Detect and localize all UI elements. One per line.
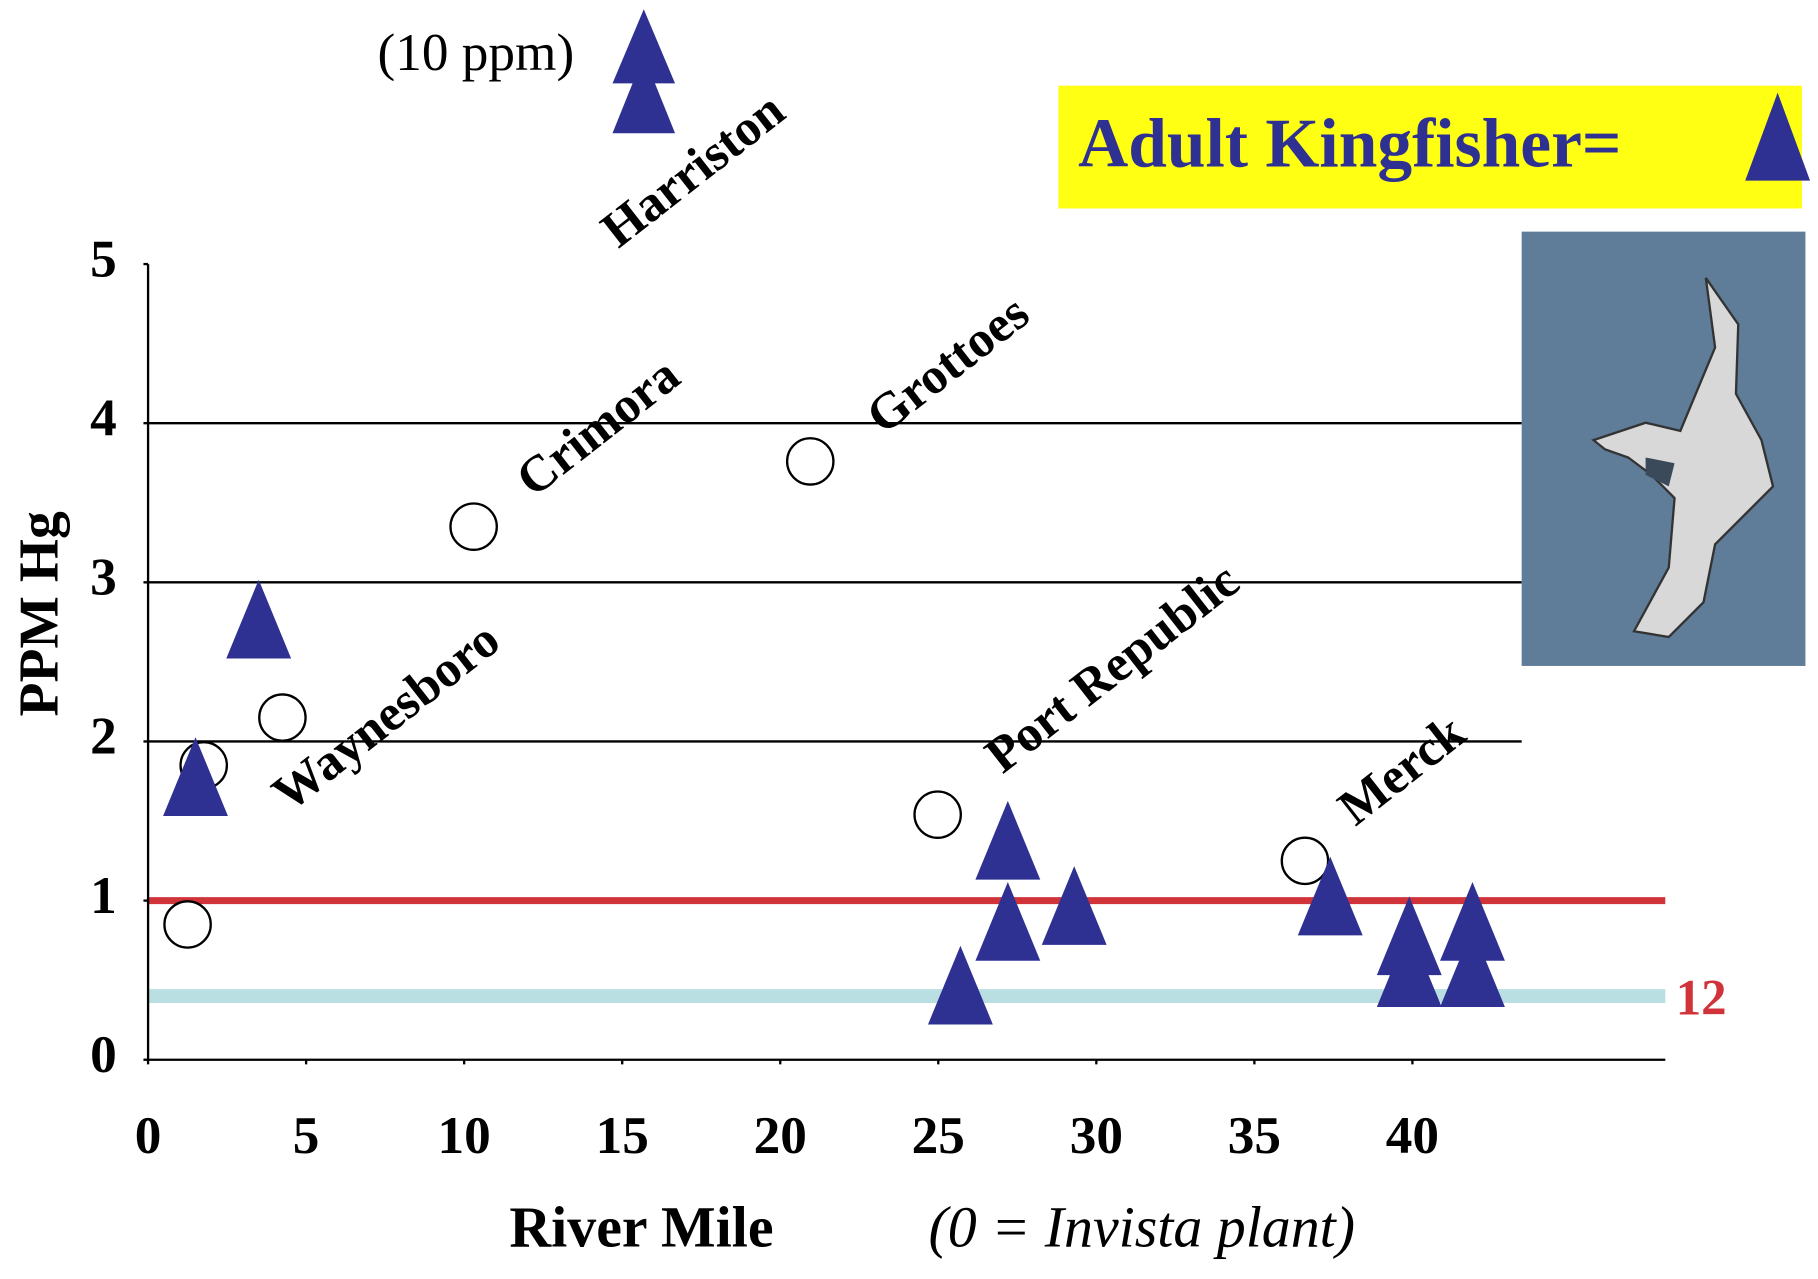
data-point xyxy=(226,580,291,659)
data-point xyxy=(164,901,210,947)
site-label: Crimora xyxy=(506,347,690,508)
y-tick-label: 2 xyxy=(90,707,117,766)
x-axis-label: River Mile xyxy=(509,1195,773,1260)
y-tick-label: 1 xyxy=(90,866,117,925)
site-label: Port Republic xyxy=(975,553,1249,784)
line-label: 12 xyxy=(1676,971,1727,1027)
site-label: Harriston xyxy=(591,82,795,259)
x-axis-note: (0 = Invista plant) xyxy=(929,1195,1356,1260)
y-tick-label: 0 xyxy=(90,1025,117,1084)
data-point xyxy=(259,694,305,740)
y-tick-label: 4 xyxy=(90,388,117,447)
x-tick-label: 5 xyxy=(293,1106,320,1165)
data-point xyxy=(1282,838,1328,884)
data-point xyxy=(975,882,1040,961)
y-tick-label: 5 xyxy=(90,229,117,288)
page: {"chart_data": { "type": "scatter", "yla… xyxy=(0,0,1818,1279)
x-tick-label: 30 xyxy=(1070,1106,1123,1165)
x-tick-label: 15 xyxy=(596,1106,649,1165)
x-tick-label: 10 xyxy=(438,1106,491,1165)
chart: (10 ppm) Adult Kingfisher= Harriston Gro… xyxy=(0,0,1818,1274)
legend-label: Adult Kingfisher= xyxy=(1078,106,1621,183)
x-tick-label: 0 xyxy=(135,1106,162,1165)
x-tick-label: 20 xyxy=(754,1106,807,1165)
x-tick-label: 35 xyxy=(1228,1106,1281,1165)
x-tick-label: 25 xyxy=(912,1106,965,1165)
data-point xyxy=(787,438,833,484)
x-tick-label: 40 xyxy=(1386,1106,1439,1165)
site-label: Merck xyxy=(1328,704,1476,837)
site-label: Grottoes xyxy=(856,285,1039,445)
y-tick-label: 3 xyxy=(90,548,117,607)
y-axis-label: PPM Hg xyxy=(9,511,71,716)
data-point xyxy=(450,503,496,549)
offscale-label: (10 ppm) xyxy=(377,23,574,82)
data-point xyxy=(975,801,1040,880)
kingfisher-photo xyxy=(1522,232,1806,666)
data-point xyxy=(1042,866,1107,945)
data-point xyxy=(914,792,960,838)
